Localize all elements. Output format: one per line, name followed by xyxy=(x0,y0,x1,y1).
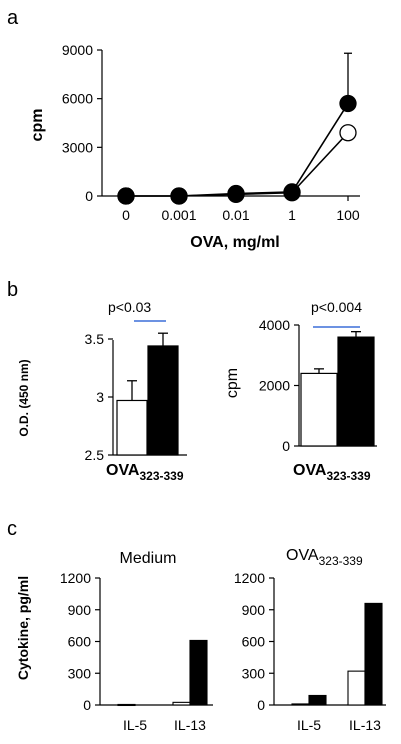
panel-c-left-y-tick-label: 300 xyxy=(68,665,92,681)
panel-c-left-y-label: Cytokine, pg/ml xyxy=(15,576,31,680)
panel-c-right-bar xyxy=(291,703,310,706)
panel-a-x-tick-label: 100 xyxy=(336,207,360,223)
panel-b-right-y-tick-label: 4000 xyxy=(259,317,290,333)
panel-c-right-y-tick-label: 600 xyxy=(242,634,266,650)
panel-b-left-y-tick-label: 2.5 xyxy=(85,447,105,463)
panel-a-y-tick-label: 0 xyxy=(85,188,93,204)
panel-b-right-bar xyxy=(337,336,375,447)
panel-c-right-bar xyxy=(308,694,327,706)
panel-b-right-x-label: OVA323-339 xyxy=(293,462,371,483)
panel-a-point xyxy=(170,187,188,205)
panel-b-left-x-label: OVA323-339 xyxy=(106,462,184,483)
panel-a-point xyxy=(339,94,357,113)
panel-c-right-y-tick-label: 900 xyxy=(242,602,266,618)
panel-a-y-tick-label: 3000 xyxy=(62,139,93,155)
panel-c-right-bar xyxy=(347,670,366,706)
panel-a-point xyxy=(339,124,357,142)
panel-a-point xyxy=(227,184,245,203)
panel-b-right-y-tick-label: 2000 xyxy=(259,378,290,394)
panel-b-right-p-value: p<0.004 xyxy=(311,299,362,315)
panel-c-right-y-tick-label: 1200 xyxy=(234,570,265,586)
panel-a-series-line xyxy=(126,103,349,197)
panel-a-x-tick-label: 0 xyxy=(122,207,130,223)
panel-c-left-x-tick-label: IL-5 xyxy=(123,717,147,733)
panel-b-right-y-label: cpm xyxy=(224,368,241,398)
panel-c-left-bar xyxy=(189,639,208,706)
panel-label-c: c xyxy=(7,518,17,540)
panel-c-left-y-tick-label: 600 xyxy=(68,634,92,650)
panel-c-left-title: Medium xyxy=(120,550,177,567)
panel-a-point xyxy=(283,183,301,201)
panel-b-right-bar-chart: cpm OVA323-339 p<0.004 0 2000 4000 xyxy=(224,299,377,483)
panel-a-x-tick-label: 0.001 xyxy=(161,207,196,223)
panel-a-y-label: cpm xyxy=(29,109,46,142)
panel-b-left-p-value: p<0.03 xyxy=(108,299,151,315)
panel-c-left-y-tick-label: 1200 xyxy=(60,570,91,586)
panel-b-left-bar-chart: O.D. (450 nm) OVA323-339 p<0.03 2.5 3 3.5 xyxy=(17,299,187,483)
panel-b-right-bar xyxy=(300,372,338,447)
panel-a-x-tick-label: 0.01 xyxy=(222,207,249,223)
panel-a-x-tick-label: 1 xyxy=(288,207,296,223)
panel-a-x-label: OVA, mg/ml xyxy=(190,234,280,251)
panel-c-right-title: OVA323-339 xyxy=(286,547,363,568)
panel-label-b: b xyxy=(7,279,18,301)
panel-b-left-y-tick-label: 3.5 xyxy=(85,331,105,347)
panel-c-right-bar xyxy=(364,602,383,706)
panel-b-left-y-tick-label: 3 xyxy=(96,389,104,405)
panel-b-left-y-label: O.D. (450 nm) xyxy=(17,359,31,436)
panel-c-left-x-tick-label: IL-13 xyxy=(174,717,206,733)
panel-c-right-bar-chart: OVA323-339 0 300 600 900 1200 IL-5 IL-13 xyxy=(234,547,386,733)
panel-a-line-chart: cpm OVA, mg/ml 0 3000 6000 9000 0 0.001 0.01 1 1… xyxy=(29,42,360,251)
panel-c-right-x-tick-label: IL-13 xyxy=(349,717,381,733)
panel-a-y-tick-label: 6000 xyxy=(62,91,93,107)
panel-c-right-x-tick-label: IL-5 xyxy=(297,717,321,733)
panel-c-left-bar xyxy=(172,701,191,706)
panel-b-right-y-tick-label: 0 xyxy=(282,438,290,454)
panel-c-left-bar-chart: Medium Cytokine, pg/ml 0 300 600 900 1200 IL-… xyxy=(15,550,213,733)
panel-b-left-bar xyxy=(147,345,179,456)
panel-label-a: a xyxy=(7,7,19,29)
panel-b-left-bar xyxy=(116,399,148,456)
panel-c-right-y-tick-label: 300 xyxy=(242,665,266,681)
panel-a-y-tick-label: 9000 xyxy=(62,42,93,58)
panel-c-left-bar xyxy=(117,703,136,707)
panel-c-left-y-tick-label: 900 xyxy=(68,602,92,618)
panel-c-right-y-tick-label: 0 xyxy=(257,697,265,713)
panel-c-left-y-tick-label: 0 xyxy=(83,697,91,713)
panel-a-point xyxy=(117,187,135,205)
